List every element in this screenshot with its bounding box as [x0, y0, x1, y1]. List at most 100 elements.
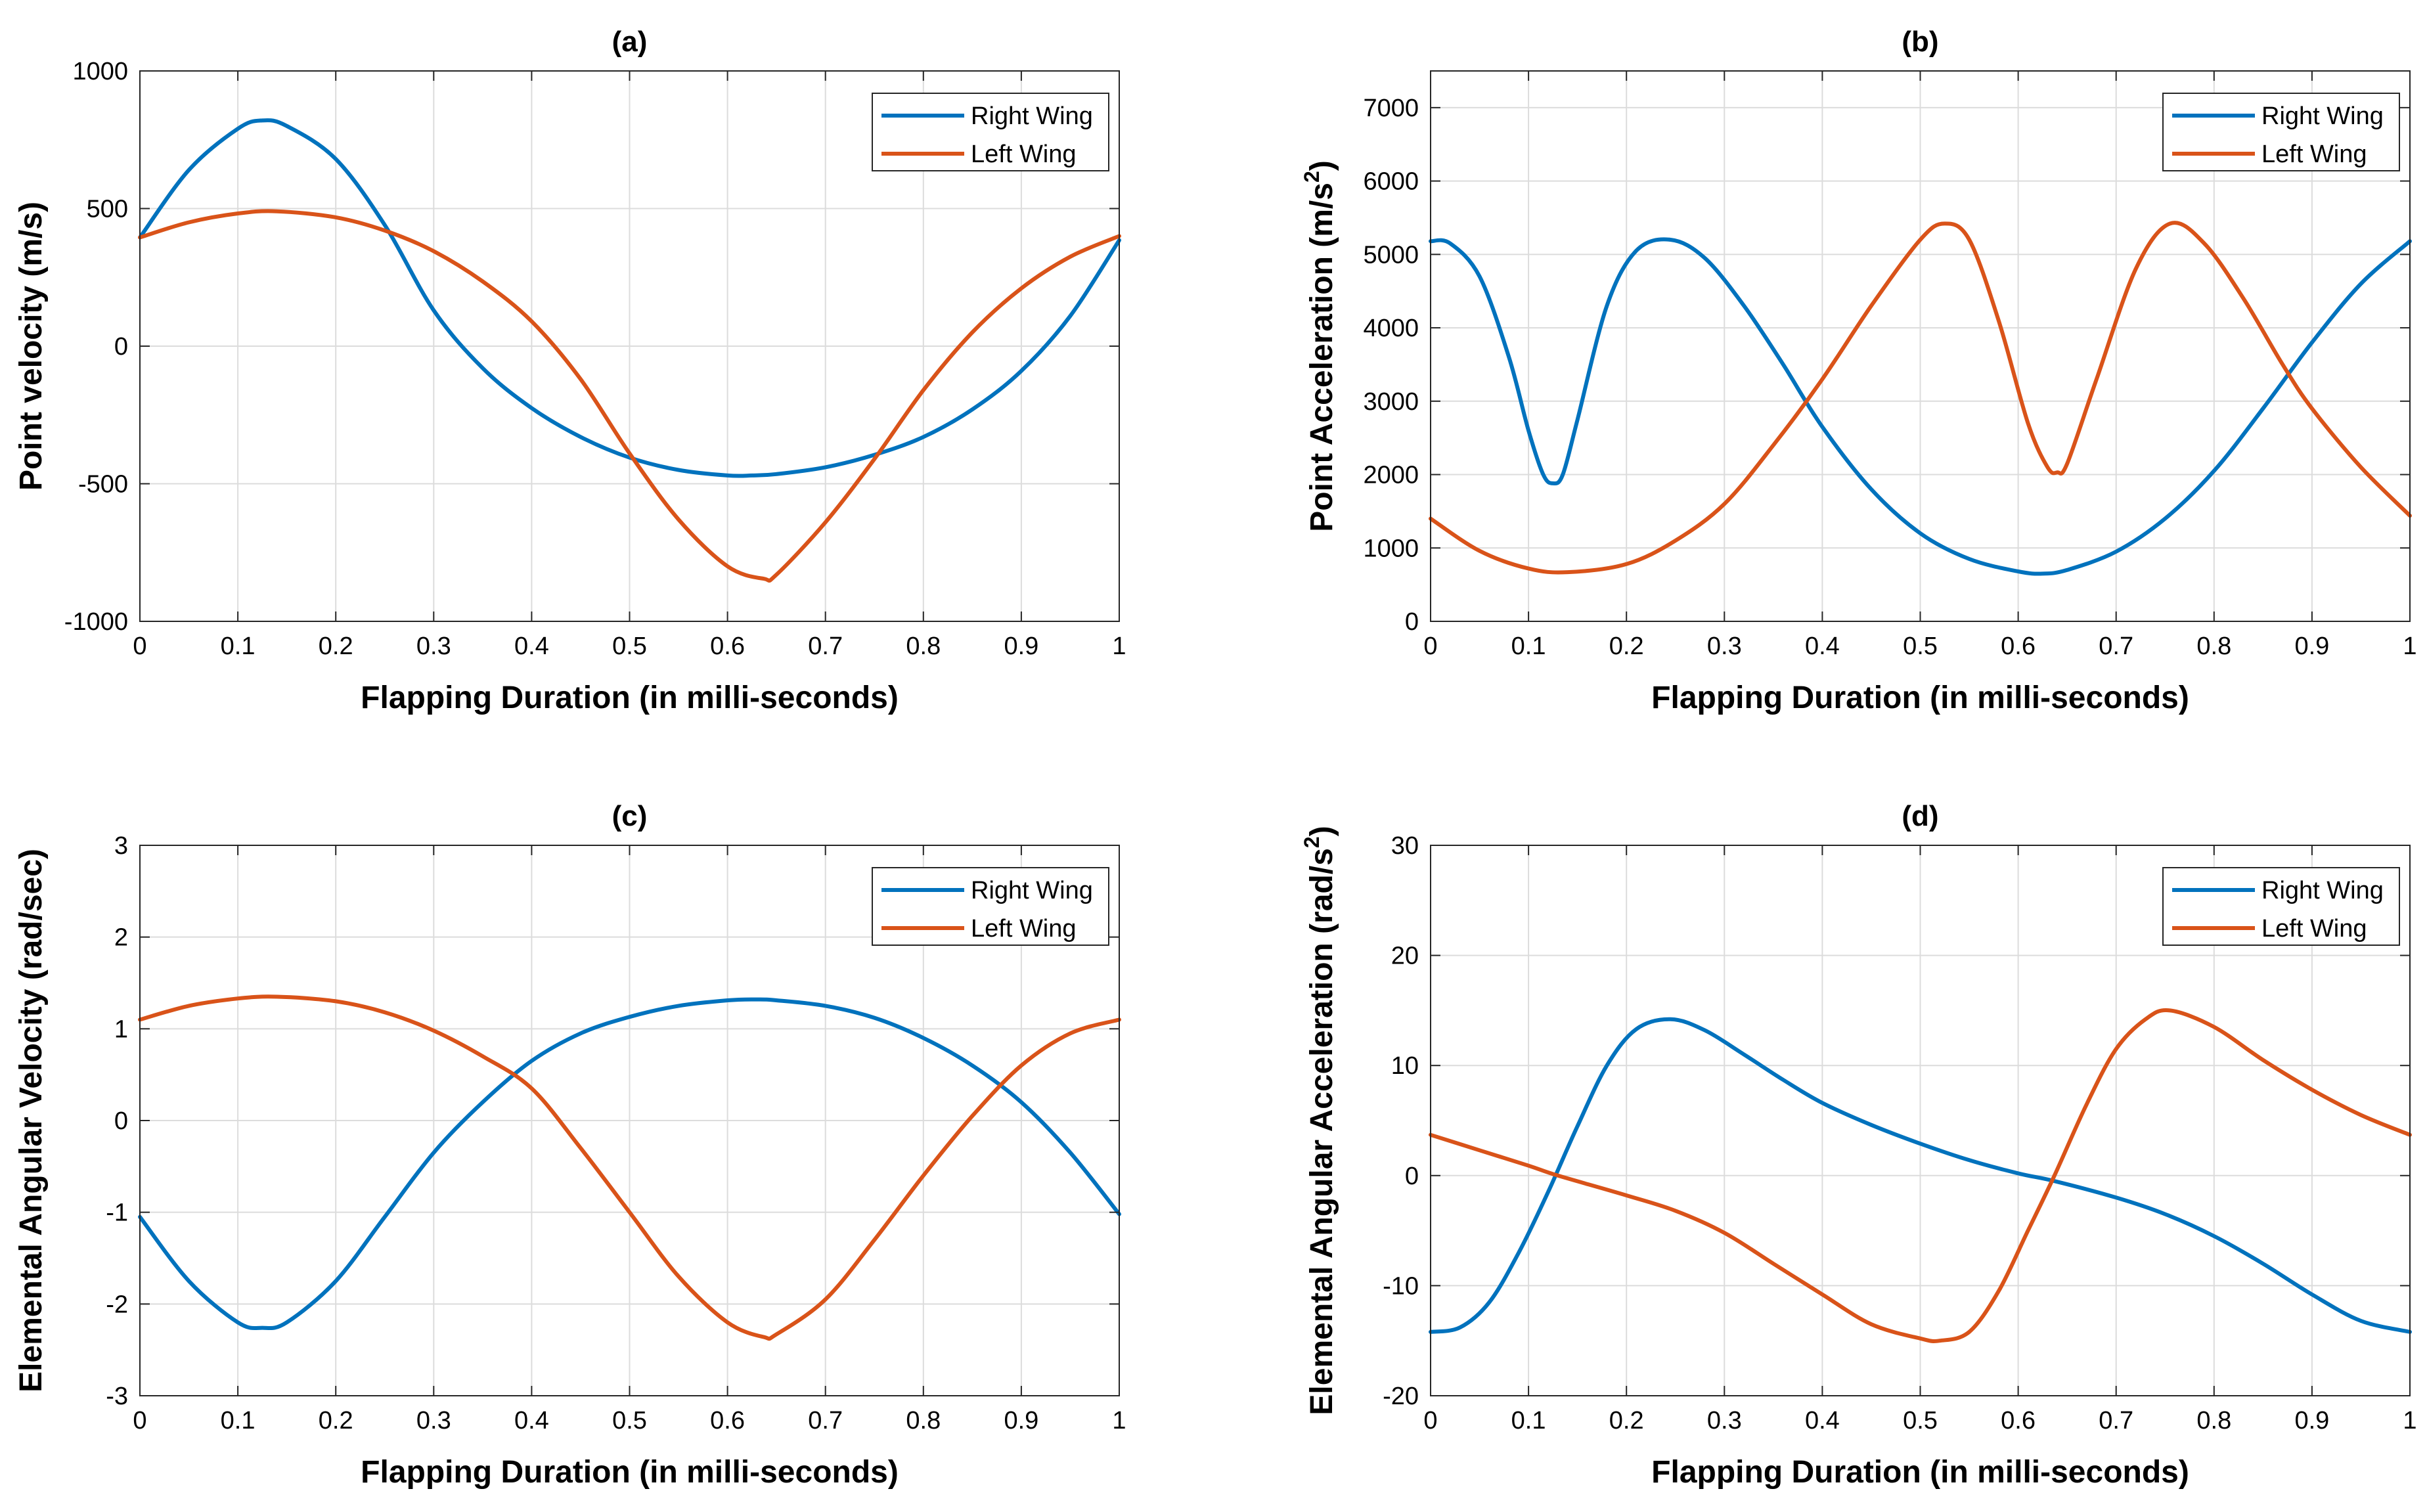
y-axis-label-text: Elemental Angular Velocity (rad/sec): [14, 849, 49, 1392]
x-tick-label: 0.1: [1511, 1407, 1546, 1434]
x-tick-label: 0.3: [1707, 633, 1742, 660]
x-tick-label: 0.5: [612, 633, 647, 660]
legend: Right Wing Left Wing: [872, 93, 1109, 171]
x-tick-label: 0.6: [2001, 1407, 2036, 1434]
series-line-left-wing: [138, 994, 1121, 1341]
x-tick-label: 0.1: [221, 633, 256, 660]
y-axis-label: Point Acceleration (m/s2): [1300, 160, 1339, 531]
legend-box: [872, 93, 1109, 171]
x-tick-label: 0.6: [710, 633, 745, 660]
legend-label-right-wing: Right Wing: [2261, 102, 2384, 130]
y-axis-label-superscript: 2: [1300, 171, 1324, 183]
legend: Right Wing Left Wing: [2162, 93, 2400, 171]
y-tick-label: -20: [1383, 1383, 1419, 1410]
series-line-right-wing: [1429, 1017, 2412, 1334]
legend-box: [2162, 867, 2400, 946]
x-tick-label: 0: [133, 633, 146, 660]
y-tick-label: 6000: [1363, 168, 1419, 196]
x-tick-label: 0.2: [1609, 633, 1644, 660]
y-tick-label: -10: [1383, 1272, 1419, 1300]
x-axis-label: Flapping Duration (in milli-seconds): [1651, 1455, 2189, 1490]
x-tick-label: 0.4: [1805, 1407, 1840, 1434]
panel-d: 0 0.1 0.2 0.3 0.4 0.5 0.6 0.7 0.8 0.9 1 -20 -10 0 10 20…: [1300, 800, 2417, 1490]
x-axis-label: Flapping Duration (in milli-seconds): [1651, 680, 2189, 715]
y-tick-label: 3: [114, 832, 128, 860]
series-line-left-wing: [138, 209, 1121, 583]
x-tick-label: 1: [1112, 1407, 1126, 1434]
series-line-left-wing: [1429, 1008, 2412, 1343]
series-line-left-wing: [1429, 221, 2412, 575]
y-axis-label-text: Elemental Angular Acceleration (rad/s: [1304, 848, 1339, 1415]
y-axis-label-text: Point velocity (m/s): [14, 202, 49, 491]
y-tick-label: 5000: [1363, 241, 1419, 269]
x-tick-label: 0: [133, 1407, 146, 1434]
y-tick-label: 2000: [1363, 462, 1419, 489]
x-tick-label: 0.1: [1511, 633, 1546, 660]
y-tick-label: 1: [114, 1015, 128, 1043]
y-tick-label: -2: [106, 1291, 128, 1318]
legend-box: [2162, 93, 2400, 171]
x-tick-label: 0.8: [906, 1407, 941, 1434]
y-tick-label: 7000: [1363, 95, 1419, 122]
x-tick-label: 0.8: [2196, 1407, 2231, 1434]
x-tick-label: 0.1: [221, 1407, 256, 1434]
x-tick-label: 0.8: [2196, 633, 2231, 660]
x-tick-label: 0.9: [1004, 633, 1038, 660]
y-tick-label: 4000: [1363, 315, 1419, 342]
x-tick-label: 0.2: [319, 633, 353, 660]
x-tick-label: 0.3: [1707, 1407, 1742, 1434]
x-tick-label: 1: [2403, 1407, 2416, 1434]
x-tick-label: 0.9: [2294, 633, 2329, 660]
y-tick-label: -3: [106, 1383, 128, 1410]
panel-c: 0 0.1 0.2 0.3 0.4 0.5 0.6 0.7 0.8 0.9 1 -3 -2 -1 0 1 2 3 (…: [14, 800, 1126, 1490]
legend-label-left-wing: Left Wing: [971, 141, 1077, 168]
x-tick-label: 0.6: [710, 1407, 745, 1434]
x-tick-label: 0.5: [1903, 1407, 1938, 1434]
legend-box: [872, 867, 1109, 946]
legend-label-left-wing: Left Wing: [2261, 141, 2367, 168]
x-axis-label: Flapping Duration (in milli-seconds): [361, 680, 899, 715]
x-tick-label: 0.7: [2099, 633, 2133, 660]
y-tick-label: 30: [1391, 832, 1419, 860]
y-axis-label-tail: ): [1304, 160, 1339, 171]
y-tick-label: 500: [87, 196, 128, 223]
x-tick-label: 0.4: [514, 1407, 549, 1434]
y-axis-label-superscript: 2: [1300, 836, 1324, 848]
y-tick-label: 20: [1391, 943, 1419, 970]
x-tick-label: 0: [1423, 633, 1437, 660]
y-tick-label: 1000: [72, 58, 128, 85]
series-line-right-wing: [1429, 237, 2412, 576]
y-axis-label: Elemental Angular Acceleration (rad/s2): [1300, 826, 1339, 1415]
panel-a: 0 0.1 0.2 0.3 0.4 0.5 0.6 0.7 0.8 0.9 1 -1000 -500 0 5…: [14, 26, 1126, 715]
x-axis-label: Flapping Duration (in milli-seconds): [361, 1455, 899, 1490]
legend-label-left-wing: Left Wing: [971, 915, 1077, 943]
x-tick-label: 1: [2403, 633, 2416, 660]
x-tick-label: 0.3: [416, 1407, 451, 1434]
y-tick-label: 0: [1405, 1163, 1419, 1190]
x-tick-label: 0.7: [808, 633, 843, 660]
y-axis-label-text: Point Acceleration (m/s: [1304, 183, 1339, 532]
legend-label-left-wing: Left Wing: [2261, 915, 2367, 943]
y-tick-label: -1000: [64, 608, 128, 636]
x-tick-label: 0: [1423, 1407, 1437, 1434]
chart-title: (a): [612, 26, 648, 58]
y-tick-label: 0: [114, 333, 128, 361]
x-tick-label: 0.4: [514, 633, 549, 660]
x-tick-label: 0.5: [612, 1407, 647, 1434]
x-tick-label: 0.3: [416, 633, 451, 660]
legend-label-right-wing: Right Wing: [2261, 877, 2384, 904]
x-tick-label: 0.8: [906, 633, 941, 660]
x-tick-label: 0.2: [1609, 1407, 1644, 1434]
series-line-right-wing: [138, 997, 1121, 1331]
y-tick-label: 1000: [1363, 535, 1419, 562]
chart-title: (b): [1902, 26, 1938, 58]
x-tick-label: 0.7: [808, 1407, 843, 1434]
x-tick-label: 1: [1112, 633, 1126, 660]
y-axis-label: Elemental Angular Velocity (rad/sec): [14, 849, 49, 1392]
y-axis-label-tail: ): [1304, 826, 1339, 836]
legend: Right Wing Left Wing: [872, 867, 1109, 946]
y-tick-label: -1: [106, 1199, 128, 1227]
chart-title: (d): [1902, 800, 1938, 832]
x-tick-label: 0.9: [2294, 1407, 2329, 1434]
